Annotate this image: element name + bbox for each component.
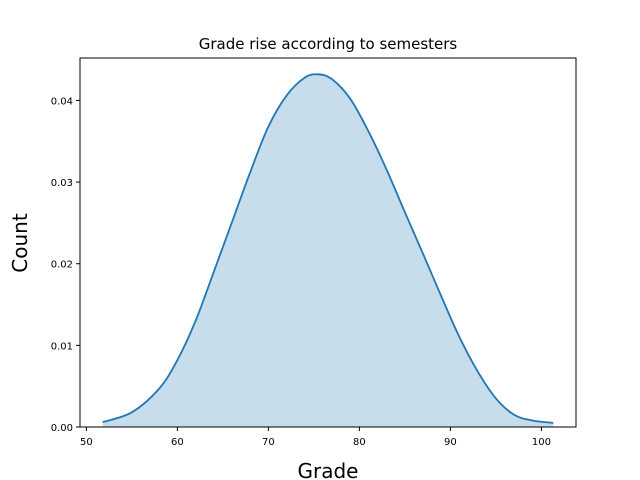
y-tick-label: 0.03 [51,178,73,189]
x-tick-label: 70 [262,437,275,448]
x-tick-label: 60 [171,437,184,448]
y-axis-ticks: 0.00 0.01 0.02 0.03 0.04 [51,96,80,434]
y-tick-label: 0.00 [51,423,73,434]
y-axis-label: Count [8,213,32,273]
density-area-fill [102,74,554,428]
x-tick-label: 50 [80,437,93,448]
x-tick-label: 80 [353,437,366,448]
chart-title: Grade rise according to semesters [199,35,458,53]
density-curve-line [102,73,554,424]
y-tick-label: 0.01 [51,341,73,352]
y-tick-label: 0.04 [51,96,73,107]
plot-frame [79,57,577,428]
x-axis-ticks: 50 60 70 80 90 100 [80,427,551,448]
x-tick-label: 90 [444,437,457,448]
plot-area [102,73,554,428]
x-tick-label: 100 [532,437,551,448]
x-axis-label: Grade [298,459,359,480]
y-tick-label: 0.02 [51,260,73,271]
